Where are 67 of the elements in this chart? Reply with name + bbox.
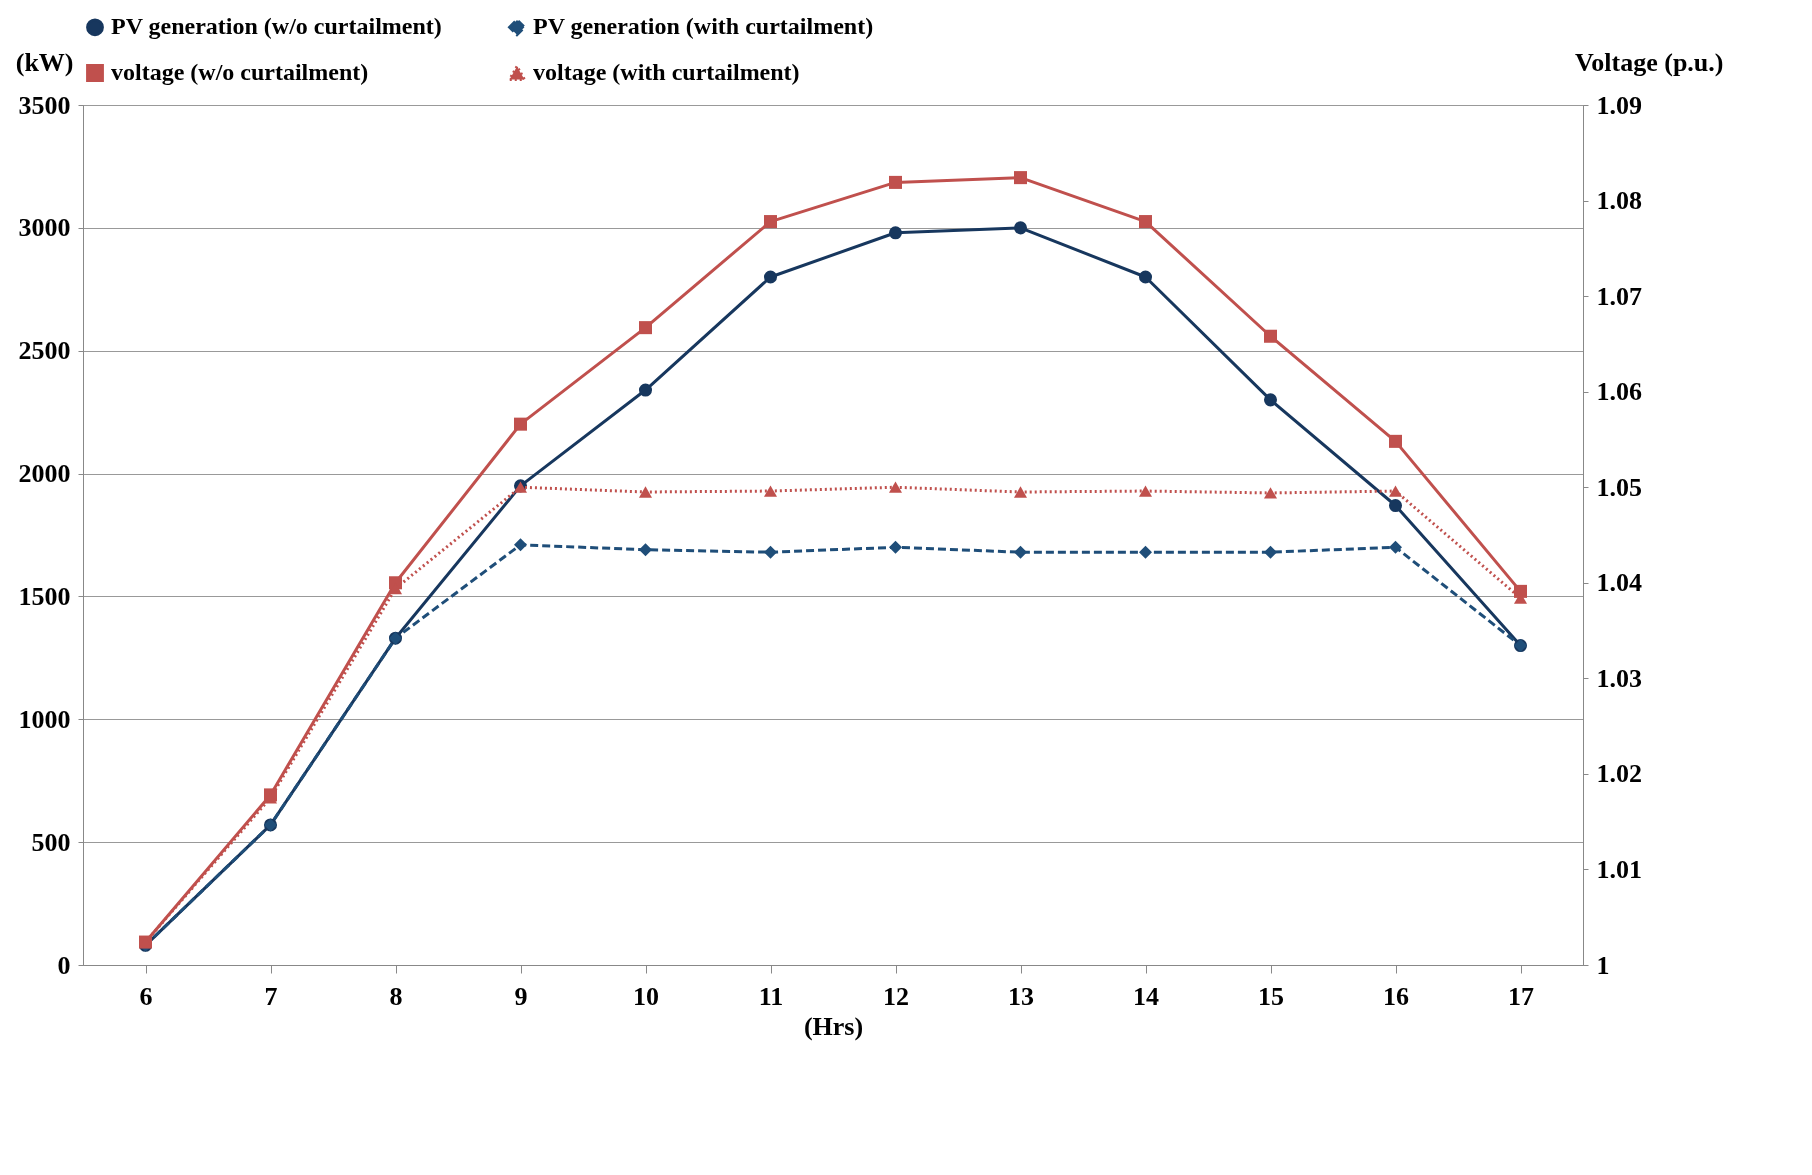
point <box>1263 393 1278 407</box>
legend-label: PV generation (with curtailment) <box>533 13 874 40</box>
y2-tick-label: 1.02 <box>1596 759 1642 789</box>
point <box>1138 215 1153 229</box>
x-tick-label: 6 <box>139 981 153 1011</box>
point <box>1388 434 1403 448</box>
y2-tick-label: 1.03 <box>1596 663 1642 693</box>
point <box>1013 545 1028 559</box>
x-tick-label: 13 <box>1008 981 1034 1011</box>
point <box>513 538 528 552</box>
x-tick-label: 9 <box>514 981 528 1011</box>
point <box>513 417 528 431</box>
point <box>638 321 653 335</box>
x-tick-label: 14 <box>1133 981 1159 1011</box>
point <box>1388 540 1403 554</box>
point <box>638 543 653 557</box>
point <box>1388 499 1403 513</box>
point <box>763 485 778 497</box>
point <box>1138 545 1153 559</box>
y-tick-label: 1500 <box>18 581 71 611</box>
point <box>888 175 903 189</box>
legend-label: voltage (with curtailment) <box>533 59 800 85</box>
y2-tick-label: 1.05 <box>1596 472 1642 502</box>
y-axis-title: (kW) <box>15 47 74 77</box>
legend-label: voltage (w/o curtailment) <box>111 59 369 85</box>
legend-label: PV generation (w/o curtailment) <box>111 13 442 40</box>
y2-tick-label: 1.08 <box>1596 186 1642 216</box>
y2-tick-label: 1.01 <box>1596 854 1642 884</box>
y2-tick-label: 1.09 <box>1596 90 1642 120</box>
x-axis-title: (Hrs) <box>803 1011 864 1041</box>
point <box>1263 487 1278 499</box>
point <box>1263 329 1278 343</box>
y-tick-label: 500 <box>31 827 71 857</box>
x-tick-label: 15 <box>1258 981 1284 1011</box>
point <box>763 215 778 229</box>
point <box>763 270 778 284</box>
point <box>638 486 653 498</box>
x-tick-label: 8 <box>389 981 403 1011</box>
x-tick-label: 11 <box>758 981 784 1011</box>
point <box>1013 221 1028 235</box>
x-tick-label: 12 <box>883 981 909 1011</box>
y2-tick-label: 1 <box>1596 950 1610 980</box>
x-tick-label: 17 <box>1508 981 1534 1011</box>
x-tick-label: 16 <box>1383 981 1409 1011</box>
x-tick-label: 7 <box>264 981 278 1011</box>
y2-tick-label: 1.07 <box>1596 281 1642 311</box>
point <box>888 481 903 493</box>
y-tick-label: 2000 <box>18 459 71 489</box>
point <box>888 226 903 240</box>
point <box>888 540 903 554</box>
point <box>638 383 653 397</box>
y-tick-label: 1000 <box>18 704 71 734</box>
point <box>1263 545 1278 559</box>
point <box>1138 485 1153 497</box>
point <box>1013 171 1028 185</box>
y2-tick-label: 1.06 <box>1596 377 1642 407</box>
y-tick-label: 2500 <box>18 336 71 366</box>
point <box>1138 270 1153 284</box>
point <box>1013 486 1028 498</box>
point <box>763 545 778 559</box>
x-tick-label: 10 <box>633 981 659 1011</box>
y2-tick-label: 1.04 <box>1596 568 1642 598</box>
y-tick-label: 0 <box>57 950 71 980</box>
y-tick-label: 3500 <box>18 90 71 120</box>
y-tick-label: 3000 <box>18 213 71 243</box>
point <box>1388 485 1403 497</box>
y2-axis-title: Voltage (p.u.) <box>1574 47 1724 77</box>
